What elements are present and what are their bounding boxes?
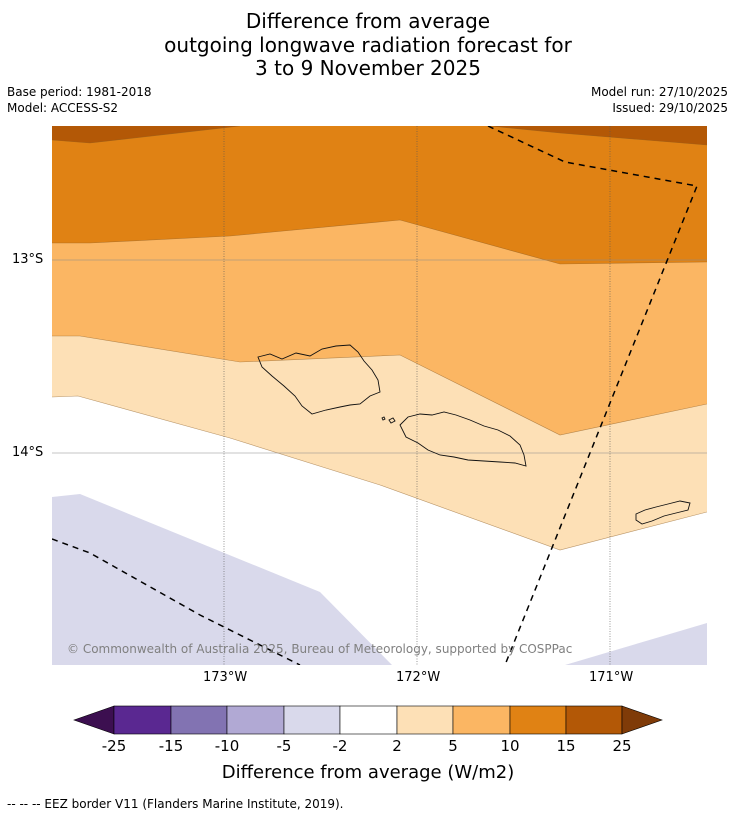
upolu-island [399, 411, 527, 467]
colorbar-tick-label: 10 [500, 737, 520, 755]
colorbar-cell-10-15 [509, 705, 567, 735]
colorbar-tick-label: -5 [276, 737, 292, 755]
colorbar-tick-label: -15 [158, 737, 184, 755]
colorbar-cell-neg10-neg5 [226, 705, 285, 735]
map-area [52, 126, 707, 665]
colorbar-cell-neg15-neg10 [170, 705, 228, 735]
chart-title-line-2: outgoing longwave radiation forecast for [164, 33, 572, 57]
lon-label-172w: 172°W [396, 670, 441, 685]
eez-border [52, 126, 699, 665]
chart-title-line-1: Difference from average [245, 9, 491, 33]
colorbar-cell-neg5-neg2 [283, 705, 341, 735]
graticule [52, 126, 707, 665]
model-run: Model run: 27/10/2025 [590, 85, 728, 99]
colorbar-cell-neg25-neg15 [113, 705, 172, 735]
band-neg5-to-neg2-southwest [52, 494, 392, 665]
base-period: Base period: 1981-2018 [7, 85, 152, 99]
colorbar-tick-label: 5 [448, 737, 458, 755]
lat-label-14s: 14°S [12, 445, 44, 460]
colorbar-cell-neg2-2 [339, 705, 398, 735]
savaii-island [257, 344, 381, 415]
lat-label-13s: 13°S [12, 252, 44, 267]
lon-label-171w: 171°W [589, 670, 634, 685]
colorbar-title: Difference from average (W/m2) [221, 762, 515, 783]
colorbar [73, 705, 663, 735]
contour-lines [52, 126, 707, 551]
colorbar-tick-label: -25 [101, 737, 127, 755]
issued-date: Issued: 29/10/2025 [612, 101, 728, 115]
lon-label-173w: 173°W [203, 670, 248, 685]
colorbar-cell-15-25 [565, 705, 623, 735]
chart-title-line-3: 3 to 9 November 2025 [255, 56, 481, 80]
tutuila-island [635, 500, 691, 525]
colorbar-tick-label: 25 [612, 737, 632, 755]
colorbar-tick-label: 15 [556, 737, 576, 755]
colorbar-cell-5-10 [452, 705, 511, 735]
colorbar-tick-label: 2 [392, 737, 402, 755]
coastlines [257, 344, 691, 525]
colorbar-cell-2-5 [396, 705, 454, 735]
model-name: Model: ACCESS-S2 [7, 101, 119, 115]
apolima-islet [381, 416, 386, 421]
manono-islet [388, 417, 396, 424]
colorbar-tick-label: -10 [214, 737, 240, 755]
copyright-notice: © Commonwealth of Australia 2025, Bureau… [67, 642, 573, 656]
colorbar-extend-high [621, 705, 663, 735]
colorbar-tick-label: -2 [332, 737, 348, 755]
colorbar-extend-low [73, 705, 115, 735]
eez-border-legend: -- -- -- EEZ border V11 (Flanders Marine… [7, 797, 344, 811]
band-neg5-to-neg2-southeast [565, 623, 707, 665]
